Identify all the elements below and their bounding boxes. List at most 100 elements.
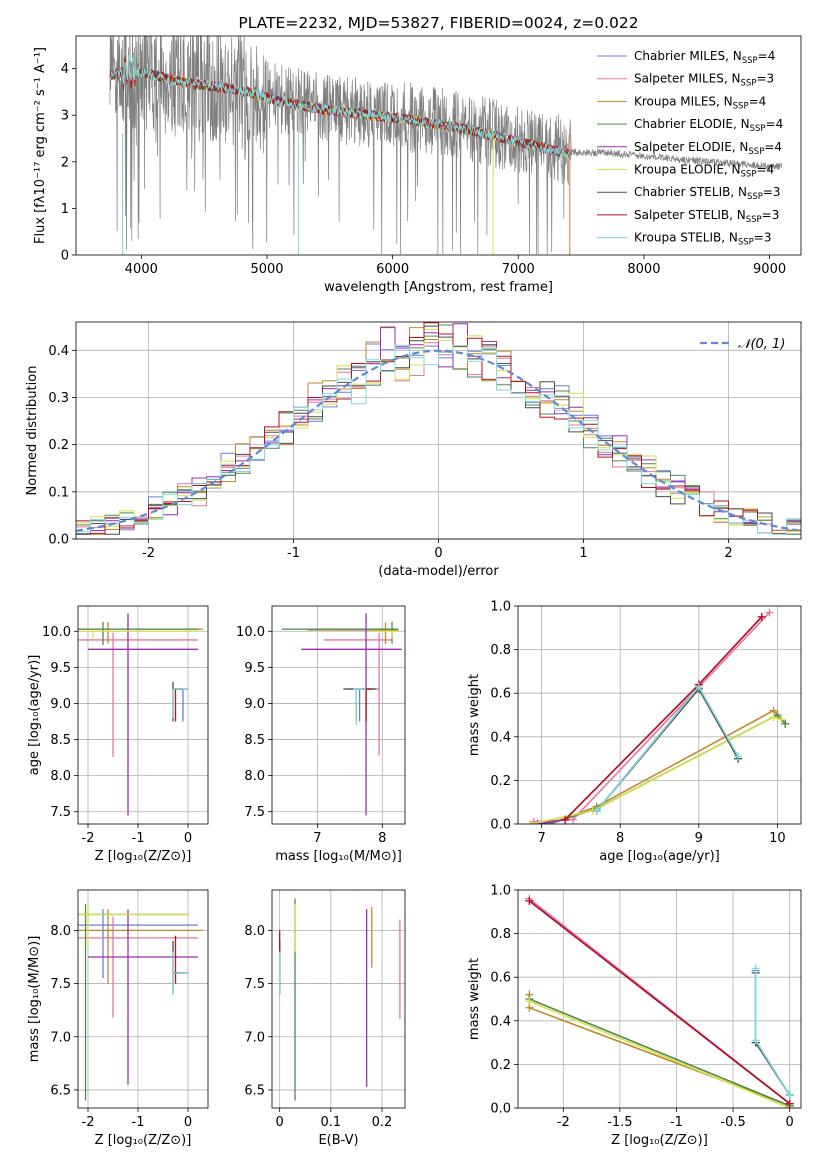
series-kroupa-stelib xyxy=(592,682,743,815)
legend-entry: Chabrier MILES, NSSP=4 xyxy=(634,49,775,66)
weight-line xyxy=(528,900,791,1105)
x-tick-label: 4000 xyxy=(125,262,158,277)
legend-entry: Kroupa ELODIE, NSSP=4 xyxy=(634,163,774,180)
errorbar-chabrier-miles xyxy=(78,909,198,979)
panel-residuals: -2 -1 0 1 2 0.0 0.1 0.2 0.3 0.4 (data-model)/error… xyxy=(25,321,802,579)
y-axis-label: Flux [fλ10⁻¹⁷ erg cm⁻² s⁻¹ A⁻¹] xyxy=(33,47,48,244)
series-salpeter-stelib xyxy=(525,896,794,1108)
y-axis-label: age [log₁₀(age/yr)] xyxy=(27,655,42,776)
y-tick-label: 4 xyxy=(61,62,69,77)
y-tick-label: 8.0 xyxy=(244,924,265,939)
plot-body xyxy=(525,894,794,1108)
y-tick-label: 0.3 xyxy=(48,391,69,406)
weight-point xyxy=(525,997,534,1006)
y-tick-label: 9.5 xyxy=(244,661,265,676)
x-tick-label: 0.2 xyxy=(372,1115,393,1130)
weight-line xyxy=(528,998,791,1107)
x-tick-label: -2 xyxy=(557,1115,570,1130)
weight-line xyxy=(528,1000,791,1108)
axes-frame xyxy=(271,889,406,1109)
y-tick-label: 7.5 xyxy=(50,977,71,992)
y-tick-label: 0.6 xyxy=(490,971,511,986)
x-tick-label: 0 xyxy=(276,1115,284,1130)
plot-body xyxy=(281,613,402,816)
legend-entry: Kroupa STELIB, NSSP=3 xyxy=(634,231,772,248)
x-tick-label: 9000 xyxy=(753,262,786,277)
normal-curve xyxy=(76,349,799,532)
y-tick-label: 8.0 xyxy=(244,769,265,784)
grid xyxy=(78,606,208,824)
y-axis-label: mass weight xyxy=(467,674,482,756)
model-spectrum-kroupa-stelib xyxy=(109,55,572,159)
panel-weight-vs-age: 7 8 9 10 0.0 0.2 0.4 0.6 0.8 1.0 age [log₁₀(age/yr… xyxy=(467,600,802,864)
x-axis-label: Z [log₁₀(Z/Z⊙)] xyxy=(95,1133,192,1148)
axes-frame xyxy=(271,605,406,825)
panel-age-vs-Z: -2 -1 0 7.5 8.0 8.5 9.0 9.5 10.0 Z [log₁₀(Z/Z⊙)] a… xyxy=(27,605,209,864)
x-tick-label: 8000 xyxy=(627,262,660,277)
weight-point xyxy=(533,820,542,824)
x-tick-label: 8 xyxy=(616,831,624,846)
axes-frame xyxy=(77,605,209,825)
x-tick-label: 1 xyxy=(579,546,587,561)
y-tick-label: 0 xyxy=(61,249,69,264)
weight-point xyxy=(525,896,534,905)
x-tick-label: -1 xyxy=(132,1115,145,1130)
x-tick-label: 0 xyxy=(434,546,442,561)
weight-point xyxy=(769,713,778,722)
weight-point xyxy=(785,1099,794,1108)
legend-entry: Salpeter STELIB, NSSP=3 xyxy=(634,208,779,225)
errorbar-kroupa-stelib xyxy=(353,688,367,726)
y-tick-label: 6.5 xyxy=(50,1083,71,1098)
x-tick-label: -1 xyxy=(670,1115,683,1130)
x-tick-label: -2 xyxy=(82,1115,95,1130)
x-tick-label: 10 xyxy=(769,831,786,846)
x-axis-label: (data-model)/error xyxy=(378,564,499,579)
panel-weight-vs-Z: -2 -1.5 -1 -0.5 0 0.0 0.2 0.4 0.6 0.8 1.0 Z [log₁₀(… xyxy=(467,884,802,1148)
y-tick-label: 10.0 xyxy=(42,625,71,640)
legend-entry: 𝒩(0, 1) xyxy=(738,337,785,352)
weight-point xyxy=(751,964,760,973)
y-tick-label: 0.4 xyxy=(490,1014,511,1029)
panel-ebv: 0 0.1 0.2 6.5 7.0 7.5 8.0 E(B-V) xyxy=(244,889,406,1148)
x-tick-label: 0.1 xyxy=(320,1115,341,1130)
legend: 𝒩(0, 1) xyxy=(700,337,785,352)
x-axis-label: wavelength [Angstrom, rest frame] xyxy=(324,280,553,295)
y-tick-label: 8.5 xyxy=(50,733,71,748)
x-tick-label: 5000 xyxy=(250,262,283,277)
series-kroupa-stelib xyxy=(751,964,794,1099)
y-tick-label: 0.6 xyxy=(490,687,511,702)
x-tick-label: 7000 xyxy=(502,262,535,277)
y-tick-label: 1 xyxy=(61,202,69,217)
x-axis-label: mass [log₁₀(M/M⊙)] xyxy=(275,849,402,864)
axes-frame xyxy=(517,605,802,825)
plot-body xyxy=(78,903,203,1101)
y-tick-label: 0.2 xyxy=(48,438,69,453)
weight-point xyxy=(561,815,570,824)
y-tick-label: 8.5 xyxy=(244,733,265,748)
errorbar-kroupa-elodie xyxy=(78,903,188,947)
y-tick-label: 6.5 xyxy=(244,1083,265,1098)
x-tick-label: 2 xyxy=(724,546,732,561)
y-tick-label: 0.2 xyxy=(490,774,511,789)
y-tick-label: 7.5 xyxy=(244,977,265,992)
errorbar-salpeter-elodie xyxy=(88,909,198,1085)
x-tick-label: 8 xyxy=(378,831,386,846)
y-tick-label: 0.1 xyxy=(48,485,69,500)
errorbar-salpeter-miles xyxy=(78,632,198,757)
plot-body xyxy=(525,608,790,824)
y-tick-label: 9.0 xyxy=(50,697,71,712)
x-axis-label: E(B-V) xyxy=(318,1133,358,1148)
panel-spectrum: 4000 5000 6000 7000 8000 9000 0 1 2 3 4 wavelength … xyxy=(33,14,802,295)
x-tick-label: 0 xyxy=(786,1115,794,1130)
histogram-salpeter-stelib xyxy=(76,322,801,535)
y-tick-label: 0.0 xyxy=(490,818,511,833)
y-tick-label: 8.0 xyxy=(50,769,71,784)
panel-age-vs-mass: 7 8 7.5 8.0 8.5 9.0 9.5 10.0 mass [log₁₀(M/M⊙)] xyxy=(236,605,406,864)
axes-frame xyxy=(77,889,209,1109)
legend: Chabrier MILES, NSSP=4 Salpeter MILES, NS… xyxy=(597,49,783,248)
legend-entry: Salpeter MILES, NSSP=3 xyxy=(634,72,774,89)
y-tick-label: 0.8 xyxy=(490,927,511,942)
x-tick-label: -2 xyxy=(82,831,95,846)
y-axis-label: mass weight xyxy=(467,958,482,1040)
